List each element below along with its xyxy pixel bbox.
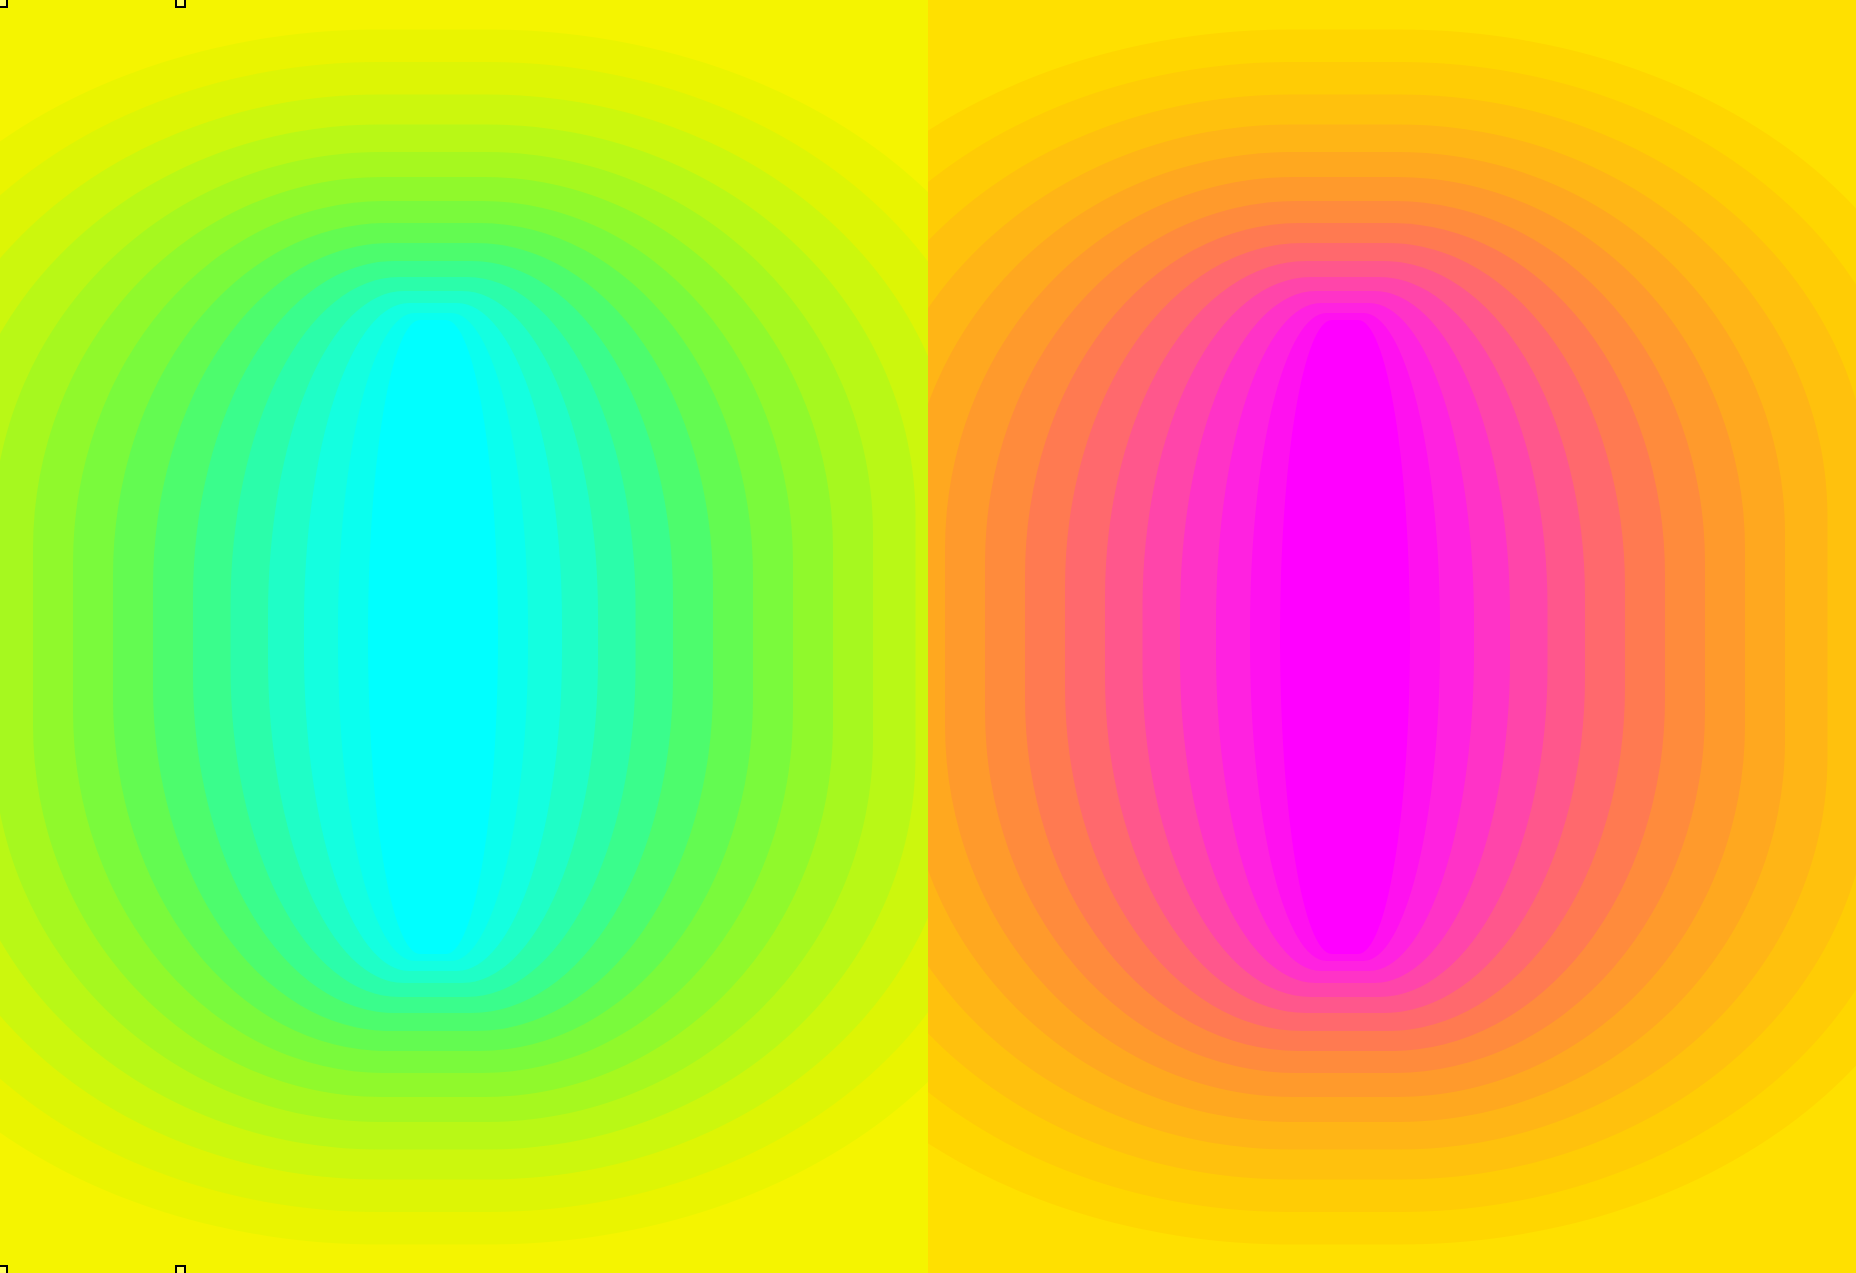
contour-band bbox=[368, 320, 498, 954]
clipped-node-handle[interactable] bbox=[0, 1265, 8, 1273]
clipped-node-handle[interactable] bbox=[175, 0, 186, 8]
canvas-region-left[interactable] bbox=[0, 0, 928, 1273]
contour-band bbox=[1280, 320, 1410, 954]
clipped-node-handle[interactable] bbox=[175, 1265, 186, 1273]
canvas-region-right[interactable] bbox=[928, 0, 1856, 1273]
clipped-node-handle[interactable] bbox=[0, 0, 8, 8]
